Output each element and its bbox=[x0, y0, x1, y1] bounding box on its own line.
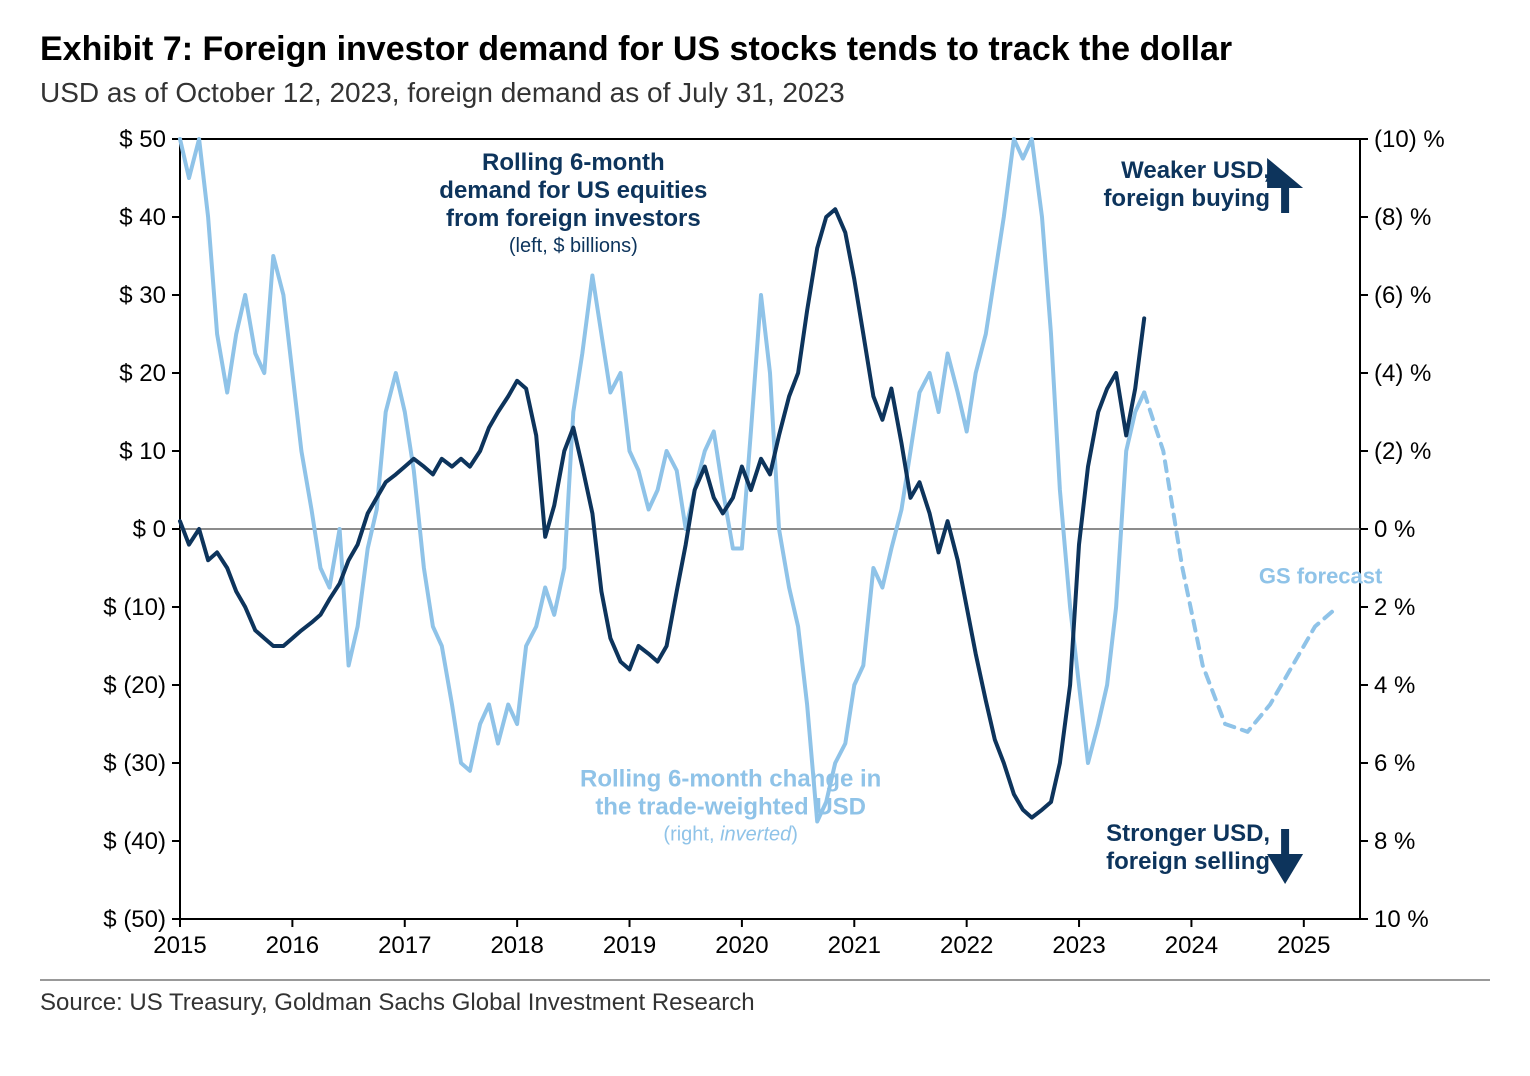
line-chart-svg: $ (50) $ (40) $ (30) $ (20) $ (10) $ 0 $ 10 $ 2… bbox=[40, 129, 1490, 979]
stronger-usd-label-2: foreign selling bbox=[1106, 848, 1270, 875]
demand-label-line2: demand for US equities bbox=[439, 177, 707, 204]
weaker-usd-label-2: foreign buying bbox=[1103, 185, 1270, 212]
x-tick-label: 2019 bbox=[603, 932, 656, 959]
weaker-usd-label-1: Weaker USD, bbox=[1121, 157, 1270, 184]
x-tick-label: 2023 bbox=[1052, 932, 1105, 959]
y-right-tick-label: (4) % bbox=[1374, 360, 1431, 387]
usd-label-line1: Rolling 6-month change in bbox=[580, 765, 881, 792]
arrow-up-icon bbox=[1267, 158, 1303, 213]
y-right-tick-label: 10 % bbox=[1374, 906, 1429, 933]
y-right-tick-label: 6 % bbox=[1374, 750, 1415, 777]
usd-label-sub: (right, inverted) bbox=[663, 823, 798, 845]
y-right-tick-label: (2) % bbox=[1374, 438, 1431, 465]
x-tick-label: 2025 bbox=[1277, 932, 1330, 959]
y-left-tick-label: $ 30 bbox=[119, 282, 166, 309]
y-left-tick-label: $ (50) bbox=[103, 906, 166, 933]
usd-label-line2: the trade-weighted USD bbox=[595, 793, 866, 820]
y-left-tick-label: $ 10 bbox=[119, 438, 166, 465]
y-left-tick-label: $ 50 bbox=[119, 129, 166, 153]
y-right-tick-label: (8) % bbox=[1374, 204, 1431, 231]
x-tick-label: 2015 bbox=[153, 932, 206, 959]
exhibit-subtitle: USD as of October 12, 2023, foreign dema… bbox=[40, 77, 1490, 109]
forecast-label: GS forecast bbox=[1259, 564, 1383, 589]
demand-series-line bbox=[180, 209, 1144, 817]
y-left-tick-label: $ 20 bbox=[119, 360, 166, 387]
y-right-tick-label: 4 % bbox=[1374, 672, 1415, 699]
usd-series-line bbox=[180, 139, 1144, 822]
y-right-tick-label: 2 % bbox=[1374, 594, 1415, 621]
x-tick-label: 2016 bbox=[266, 932, 319, 959]
y-left-tick-label: $ 0 bbox=[133, 516, 166, 543]
y-left-tick-label: $ (20) bbox=[103, 672, 166, 699]
y-left-tick-label: $ (10) bbox=[103, 594, 166, 621]
x-tick-label: 2022 bbox=[940, 932, 993, 959]
x-tick-label: 2018 bbox=[490, 932, 543, 959]
stronger-usd-label-1: Stronger USD, bbox=[1106, 820, 1270, 847]
demand-label-line3: from foreign investors bbox=[446, 205, 701, 232]
y-left-tick-label: $ 40 bbox=[119, 204, 166, 231]
x-tick-label: 2024 bbox=[1165, 932, 1218, 959]
x-tick-label: 2021 bbox=[828, 932, 881, 959]
arrow-down-icon bbox=[1267, 829, 1303, 884]
usd-forecast-line bbox=[1144, 393, 1337, 732]
chart-area: $ (50) $ (40) $ (30) $ (20) $ (10) $ 0 $ 10 $ 2… bbox=[40, 129, 1490, 979]
exhibit-title: Exhibit 7: Foreign investor demand for U… bbox=[40, 30, 1490, 69]
y-right-tick-label: (6) % bbox=[1374, 282, 1431, 309]
y-right-tick-label: 0 % bbox=[1374, 516, 1415, 543]
demand-label-line1: Rolling 6-month bbox=[482, 149, 665, 176]
exhibit-root: Exhibit 7: Foreign investor demand for U… bbox=[0, 0, 1530, 1076]
x-tick-label: 2017 bbox=[378, 932, 431, 959]
y-right-tick-label: (10) % bbox=[1374, 129, 1445, 153]
y-left-tick-label: $ (30) bbox=[103, 750, 166, 777]
y-right-tick-label: 8 % bbox=[1374, 828, 1415, 855]
y-left-tick-label: $ (40) bbox=[103, 828, 166, 855]
x-tick-label: 2020 bbox=[715, 932, 768, 959]
source-text: Source: US Treasury, Goldman Sachs Globa… bbox=[40, 979, 1490, 1017]
demand-label-sub: (left, $ billions) bbox=[509, 235, 638, 257]
